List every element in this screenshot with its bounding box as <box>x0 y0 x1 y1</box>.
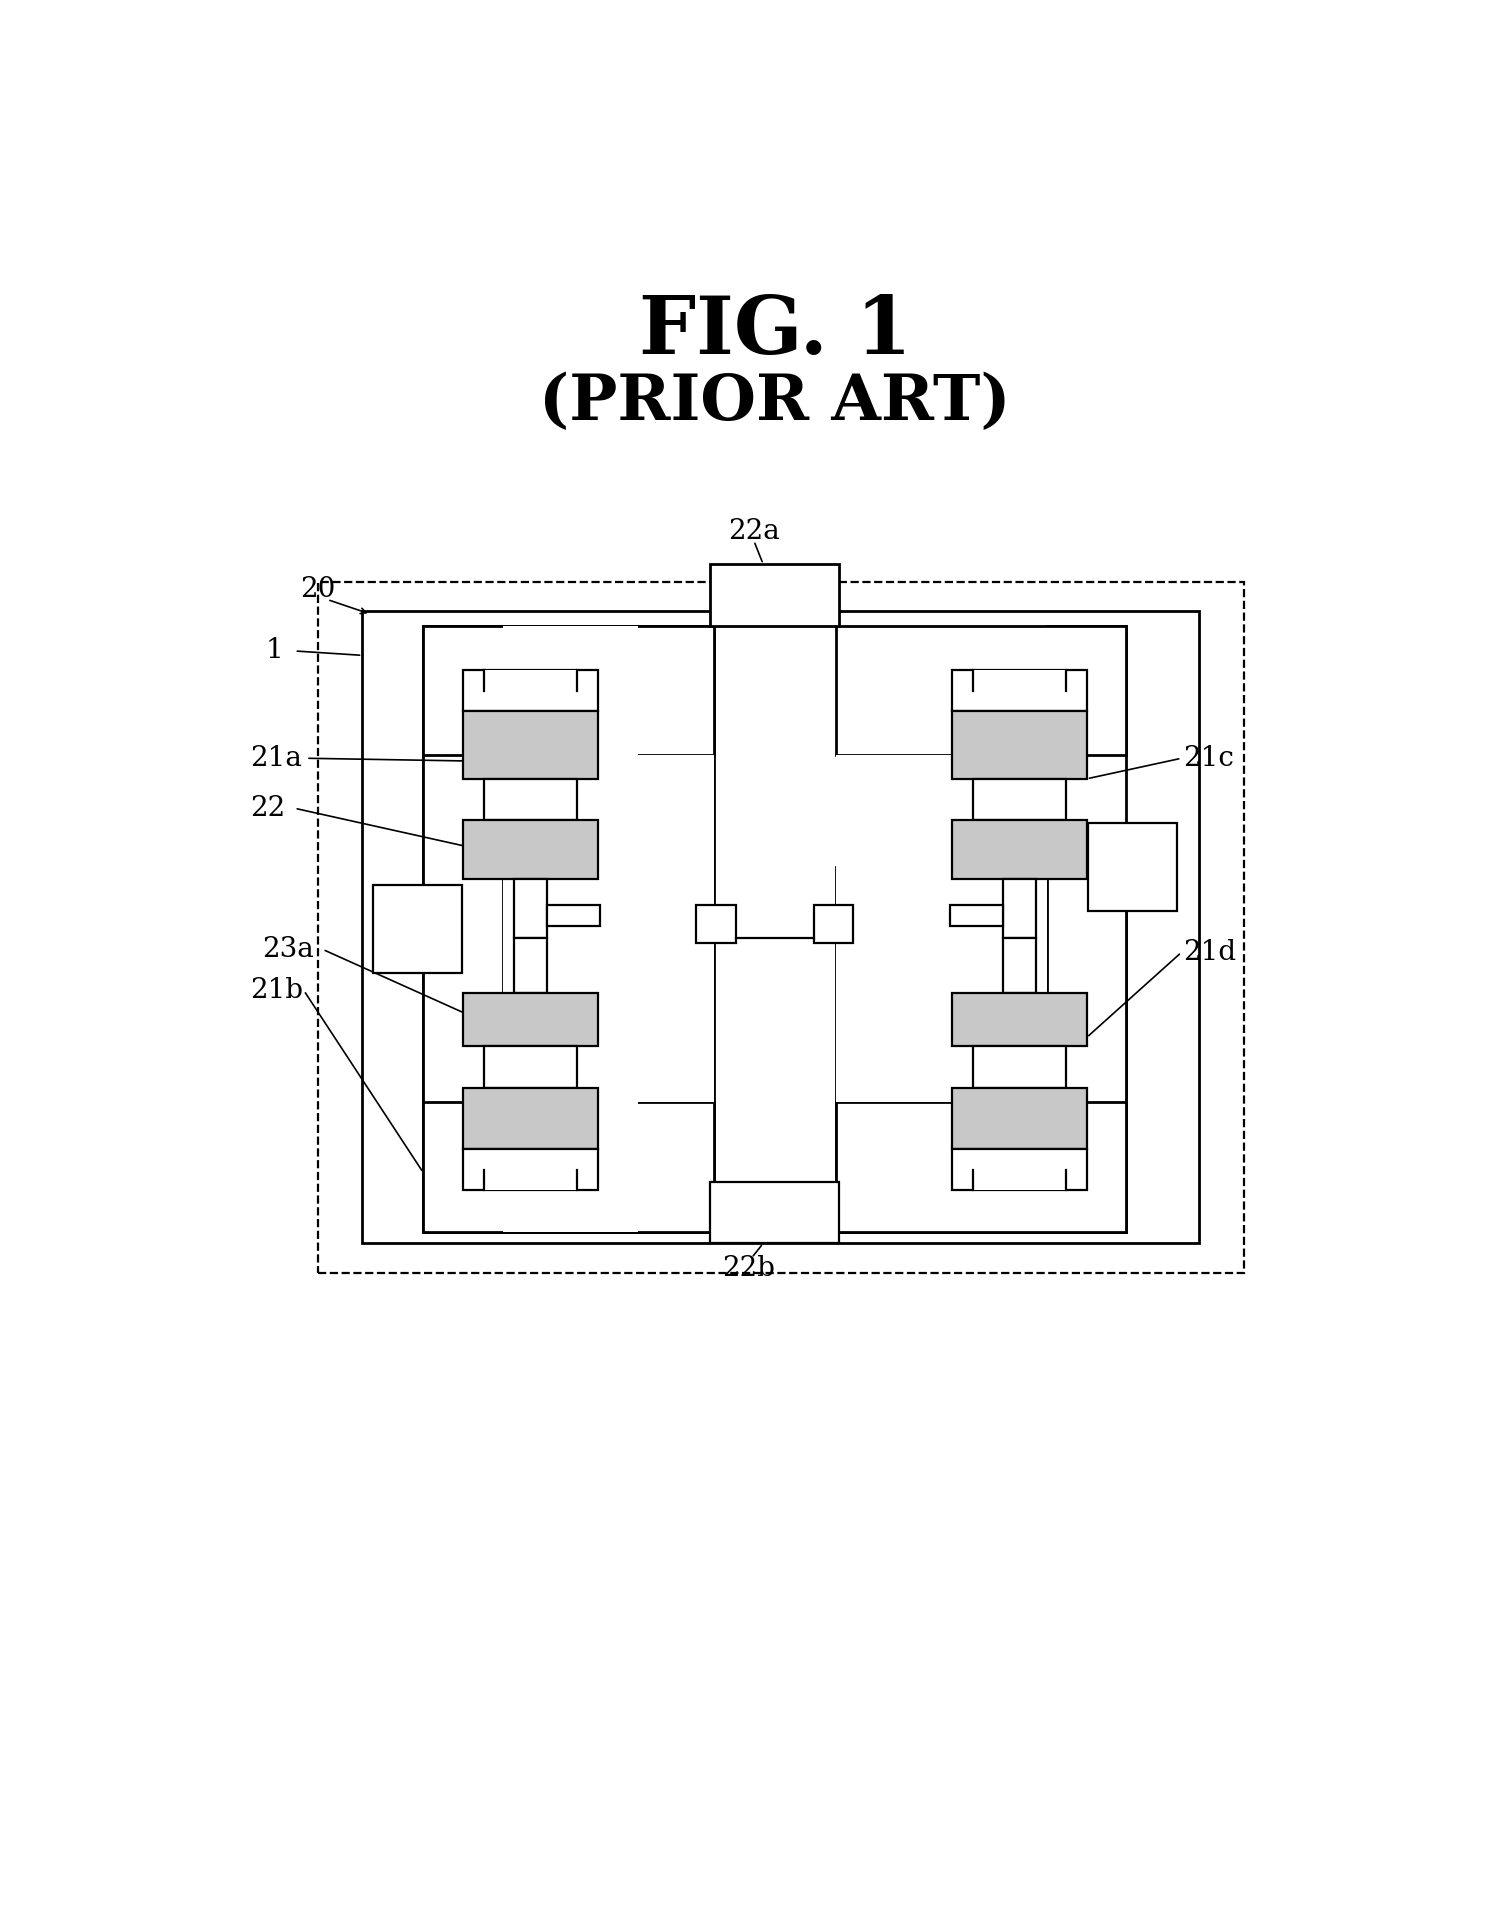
Bar <box>423 626 714 756</box>
Bar <box>953 1149 1087 1191</box>
Bar <box>953 712 1087 779</box>
Bar <box>953 993 1087 1046</box>
Bar <box>503 626 638 775</box>
Bar <box>484 670 578 691</box>
Text: FIG. 1: FIG. 1 <box>638 292 912 370</box>
Bar <box>953 821 1087 878</box>
Bar <box>1087 823 1176 911</box>
Bar <box>1002 937 1036 993</box>
Bar <box>463 821 597 878</box>
Bar <box>972 1170 1066 1191</box>
Bar <box>836 1101 1126 1231</box>
Text: 21a: 21a <box>249 745 302 771</box>
Text: 23a: 23a <box>262 935 313 962</box>
Bar <box>463 1088 597 1149</box>
Bar <box>484 1170 578 1191</box>
Bar <box>514 878 547 937</box>
Bar <box>836 756 1046 1101</box>
Bar <box>463 1149 597 1191</box>
Text: 22: 22 <box>249 794 286 821</box>
Bar <box>503 756 714 1101</box>
Text: (PRIOR ART): (PRIOR ART) <box>540 372 1010 433</box>
Bar <box>711 565 839 626</box>
Bar <box>836 626 1126 756</box>
Bar <box>950 905 1002 926</box>
Bar <box>363 611 1199 1243</box>
Bar <box>1046 626 1126 1231</box>
Bar <box>423 626 714 1231</box>
Bar <box>318 582 1243 1273</box>
Bar <box>463 993 597 1046</box>
Text: 22a: 22a <box>729 519 780 546</box>
Text: 1: 1 <box>265 638 283 664</box>
Bar <box>484 1046 578 1088</box>
Text: 21c: 21c <box>1182 745 1234 771</box>
Text: 20: 20 <box>301 577 336 603</box>
Bar <box>547 905 600 926</box>
Bar <box>484 779 578 821</box>
Bar <box>953 1088 1087 1149</box>
Bar <box>972 1046 1066 1088</box>
Bar <box>423 1101 714 1231</box>
Text: 21d: 21d <box>1182 939 1235 966</box>
Bar <box>514 937 547 993</box>
Bar <box>972 670 1066 691</box>
Bar <box>711 1182 839 1243</box>
Bar <box>503 1082 638 1231</box>
Bar <box>423 626 503 1231</box>
Bar <box>953 670 1087 712</box>
Text: 22b: 22b <box>723 1254 776 1281</box>
Bar <box>463 670 597 712</box>
Bar <box>697 905 736 943</box>
Bar <box>1002 878 1036 937</box>
Bar <box>813 905 853 943</box>
Bar <box>373 884 463 974</box>
Text: 21b: 21b <box>249 977 302 1004</box>
Bar <box>463 712 597 779</box>
Bar <box>972 779 1066 821</box>
Bar <box>836 867 1126 1231</box>
